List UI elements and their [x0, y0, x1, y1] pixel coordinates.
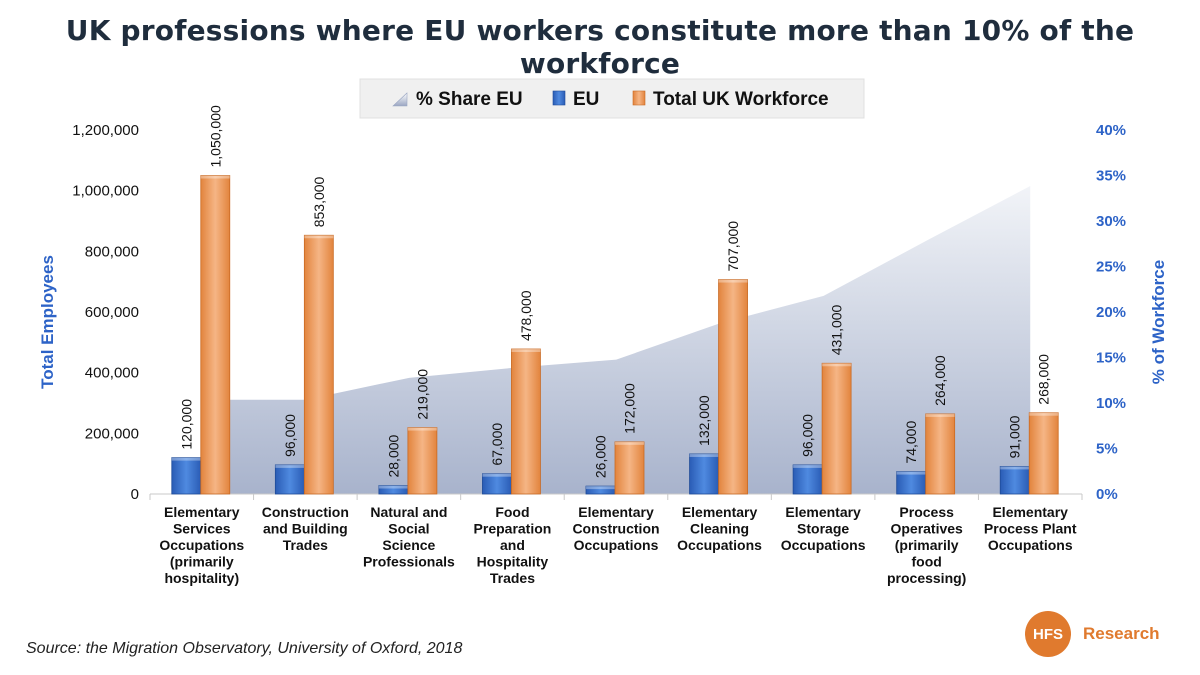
- y-tick-label: 800,000: [85, 243, 139, 260]
- total-bar-cap: [407, 427, 437, 431]
- eu-bar-cap: [793, 464, 823, 468]
- total-bar: [718, 279, 748, 495]
- eu-bar: [274, 464, 305, 495]
- y-right-tick-label: 40%: [1096, 122, 1126, 139]
- legend-swatch-share: [392, 92, 408, 107]
- y-right-tick-label: 35%: [1096, 168, 1126, 185]
- eu-data-label: 91,000: [1007, 415, 1023, 458]
- total-bar-cap: [925, 413, 955, 417]
- logo-text: Research: [1083, 624, 1160, 643]
- y-right-tick-label: 10%: [1096, 395, 1126, 412]
- x-tick-label: Elementary Services Occupations (primarily h…: [159, 504, 244, 586]
- y-right-axis-title: % of Workforce: [1149, 260, 1168, 384]
- eu-bar: [171, 457, 202, 495]
- x-tick-label: Elementary Cleaning Occupations: [677, 504, 762, 553]
- y-tick-label: 400,000: [85, 365, 139, 382]
- eu-data-label: 96,000: [800, 414, 816, 457]
- y-right-tick-label: 30%: [1096, 213, 1126, 230]
- total-data-label: 219,000: [414, 369, 430, 420]
- total-data-label: 264,000: [932, 355, 948, 406]
- total-bar-cap: [718, 279, 748, 283]
- total-bar-cap: [822, 363, 852, 367]
- x-tick-label: Construction and Building Trades: [262, 504, 349, 553]
- total-bar: [511, 348, 541, 495]
- legend-label: % Share EU: [416, 89, 523, 110]
- total-bar: [1028, 412, 1059, 495]
- total-bar-cap: [304, 235, 334, 239]
- eu-bar: [896, 471, 927, 495]
- x-tick-label: Elementary Storage Occupations: [781, 504, 866, 553]
- total-bar-cap: [511, 349, 541, 353]
- eu-bar-cap: [171, 457, 201, 461]
- legend-box: [359, 78, 865, 119]
- eu-data-label: 74,000: [903, 421, 919, 464]
- eu-bar-cap: [275, 464, 305, 468]
- hfs-logo: HFS Research: [1025, 611, 1175, 659]
- y-tick-label: 600,000: [85, 304, 139, 321]
- y-right-tick-label: 20%: [1096, 304, 1126, 321]
- y-right-tick-label: 25%: [1096, 259, 1126, 276]
- eu-bar-cap: [1000, 466, 1030, 470]
- total-bar-cap: [1029, 412, 1059, 416]
- x-tick-label: Food Preparation and Hospitality Trades: [474, 504, 552, 586]
- eu-bar: [482, 473, 512, 495]
- y-tick-label: 0: [131, 486, 139, 503]
- share-area-edge: [201, 183, 1031, 400]
- total-data-label: 268,000: [1036, 354, 1052, 405]
- eu-data-label: 67,000: [489, 423, 505, 466]
- eu-bar-cap: [689, 453, 719, 457]
- total-bar: [821, 362, 852, 495]
- y-tick-label: 1,200,000: [72, 122, 139, 139]
- y-tick-label: 200,000: [85, 425, 139, 442]
- eu-bar: [792, 464, 823, 495]
- chart-title: UK professions where EU workers constitu…: [65, 14, 1135, 80]
- eu-bar-cap: [482, 473, 512, 477]
- total-data-label: 431,000: [829, 304, 845, 355]
- legend-label: Total UK Workforce: [653, 89, 829, 110]
- eu-bar-cap: [378, 485, 408, 489]
- logo-mark: HFS: [1025, 611, 1071, 657]
- legend-swatch-eu: [552, 90, 566, 106]
- x-tick-label: Natural and Social Science Professionals: [363, 504, 455, 570]
- eu-data-label: 26,000: [593, 435, 609, 478]
- eu-data-label: 132,000: [696, 395, 712, 446]
- x-tick-label: Elementary Process Plant Occupations: [984, 504, 1077, 553]
- total-bar: [303, 234, 334, 495]
- eu-bar-cap: [896, 471, 926, 475]
- eu-bar: [999, 465, 1030, 495]
- total-data-label: 853,000: [311, 176, 327, 227]
- total-data-label: 478,000: [518, 290, 534, 341]
- x-tick-label: Process Operatives (primarily food processin…: [887, 504, 966, 586]
- legend-label: EU: [573, 89, 599, 110]
- total-bar: [614, 441, 645, 495]
- x-tick-label: Elementary Construction Occupations: [572, 504, 659, 553]
- eu-data-label: 96,000: [282, 414, 298, 457]
- y-axis-title: Total Employees: [38, 255, 57, 389]
- eu-bar-cap: [586, 486, 615, 490]
- total-bar-cap: [200, 175, 230, 179]
- total-bar-cap: [615, 441, 644, 445]
- y-tick-label: 1,000,000: [72, 183, 139, 200]
- eu-data-label: 28,000: [385, 434, 401, 477]
- source-note: Source: the Migration Observatory, Unive…: [26, 640, 463, 657]
- legend-swatch-total: [632, 90, 646, 106]
- y-right-tick-label: 15%: [1096, 350, 1126, 367]
- eu-bar: [689, 453, 719, 495]
- total-data-label: 1,050,000: [207, 105, 223, 167]
- y-right-tick-label: 5%: [1096, 441, 1118, 458]
- total-bar: [925, 413, 956, 495]
- total-data-label: 172,000: [622, 383, 638, 434]
- total-bar: [407, 427, 438, 495]
- eu-data-label: 120,000: [178, 399, 194, 450]
- y-right-tick-label: 0%: [1096, 486, 1118, 503]
- total-bar: [200, 175, 231, 495]
- total-data-label: 707,000: [725, 221, 741, 272]
